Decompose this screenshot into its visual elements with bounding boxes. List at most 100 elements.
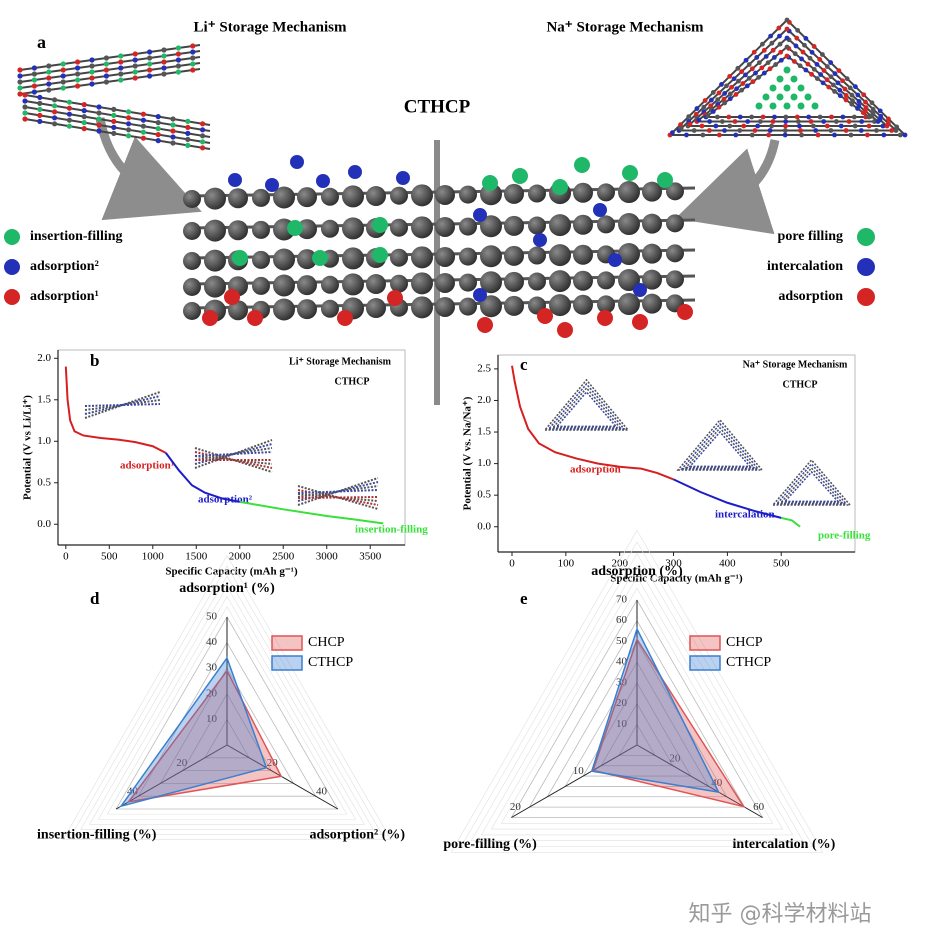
inset-sheet [676,418,764,471]
atom [366,186,386,207]
atom [147,61,153,67]
outer-ring [450,529,824,853]
atom [719,82,724,87]
atom [297,299,317,320]
atom [783,84,791,92]
atom [769,123,774,129]
outer-ring [97,595,357,820]
atom [851,114,857,120]
atom [710,109,716,114]
chart-subtitle: CTHCP [335,376,370,387]
atom [777,41,783,47]
atom [170,134,176,140]
atom [721,96,727,102]
atom [820,52,825,57]
atom [810,123,816,129]
atom [459,217,477,236]
atom [52,109,58,115]
atom [791,59,797,64]
atom [724,83,729,89]
atom [66,123,72,129]
atom [705,113,711,119]
atom [155,120,161,126]
axis-tick-label: 10 [616,718,628,730]
atom [709,97,714,103]
atom [776,75,784,83]
inset-sheet [688,430,752,468]
atom [832,132,837,138]
atom [132,75,138,81]
atom [793,43,799,49]
atom [89,81,95,87]
atom [297,249,317,270]
atom [22,110,28,116]
atom [140,111,146,117]
atom [784,44,790,50]
atom [552,179,568,195]
atom [504,215,524,236]
atom [533,233,547,247]
atom [204,219,226,242]
atom [737,128,743,133]
atom [597,215,615,234]
atom [155,138,161,144]
atom [200,139,206,145]
grid-ring [564,661,710,787]
atom [549,270,571,293]
atom [808,119,814,124]
atom [837,93,843,99]
legend-label: CTHCP [726,655,771,670]
atom [782,132,788,138]
atom [835,80,841,86]
atom [733,132,739,138]
atom [52,121,58,127]
atom [81,114,87,120]
atom [824,123,830,129]
axis-label: pore-filling (%) [443,837,537,852]
atom [75,59,81,65]
grid-ring [600,702,674,767]
atom [175,63,181,69]
atom [126,121,132,127]
legend-label: adsorption¹ [30,289,99,304]
axis-tick-label: 20 [669,753,681,765]
inset-structure [771,458,852,506]
atom [754,55,760,60]
inset-sheet [771,458,852,506]
atom [96,116,102,122]
atom [573,182,593,203]
atom [686,114,692,119]
atom [691,128,697,133]
atom [111,106,117,112]
axis-tick-label: 20 [267,757,279,769]
atom [763,54,769,59]
atom [770,119,776,124]
atom [811,44,817,49]
legend-swatch [689,655,721,671]
atom [870,106,876,112]
atom [190,49,196,55]
atom [749,114,755,120]
atom [765,60,771,66]
atom [799,132,804,138]
outer-ring [62,554,392,841]
atom [31,71,37,77]
segment-label: intercalation [715,509,775,521]
atom [103,61,109,67]
atom [387,290,403,306]
legend-swatch [271,635,303,651]
atom [743,57,749,63]
grid-ring [528,619,746,808]
x-tick-label: 0 [63,551,69,563]
atom [669,130,675,136]
atom [459,247,477,266]
atom [783,114,789,120]
atom [818,72,824,77]
inset-structure [297,477,379,510]
atom [126,127,132,133]
atom [185,136,191,142]
atom [66,99,72,105]
atom [111,130,117,136]
atom [735,65,741,71]
atom [185,142,191,148]
